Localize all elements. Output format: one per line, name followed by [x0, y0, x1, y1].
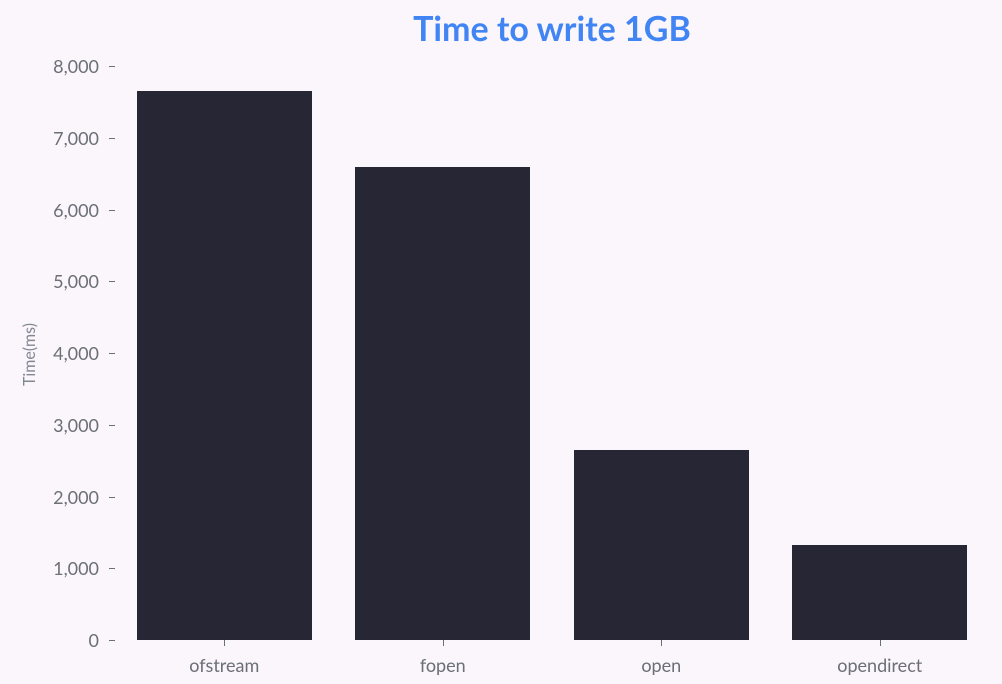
bar-chart: Time to write 1GB 0 1,000 2,000 3,000 4,000 5,…: [0, 0, 1002, 684]
x-tick-label: ofstream: [189, 654, 259, 676]
x-tick-label: fopen: [420, 654, 466, 676]
y-tick-label: 3,000: [0, 414, 99, 436]
y-tick-label: 7,000: [0, 127, 99, 149]
y-tick: [109, 138, 115, 139]
x-tick: [661, 640, 662, 646]
x-tick-label: open: [641, 654, 681, 676]
x-tick: [224, 640, 225, 646]
bar: [355, 167, 530, 640]
chart-title: Time to write 1GB: [115, 8, 989, 49]
y-tick: [109, 640, 115, 641]
y-tick-label: 8,000: [0, 55, 99, 77]
y-tick-label: 5,000: [0, 270, 99, 292]
y-tick: [109, 281, 115, 282]
y-tick: [109, 66, 115, 67]
y-tick: [109, 568, 115, 569]
plot-area: [115, 52, 989, 640]
y-tick-label: 4,000: [0, 342, 99, 364]
y-tick: [109, 210, 115, 211]
bar: [792, 545, 967, 640]
x-tick: [880, 640, 881, 646]
y-tick-label: 1,000: [0, 557, 99, 579]
bar: [137, 91, 312, 640]
y-tick: [109, 353, 115, 354]
x-tick: [443, 640, 444, 646]
y-tick-label: 6,000: [0, 199, 99, 221]
bar: [574, 450, 749, 640]
y-tick-label: 2,000: [0, 486, 99, 508]
y-tick: [109, 497, 115, 498]
x-tick-label: opendirect: [837, 654, 922, 676]
y-tick-label: 0: [0, 629, 99, 651]
y-axis-label: Time(ms): [20, 323, 39, 386]
y-tick: [109, 425, 115, 426]
